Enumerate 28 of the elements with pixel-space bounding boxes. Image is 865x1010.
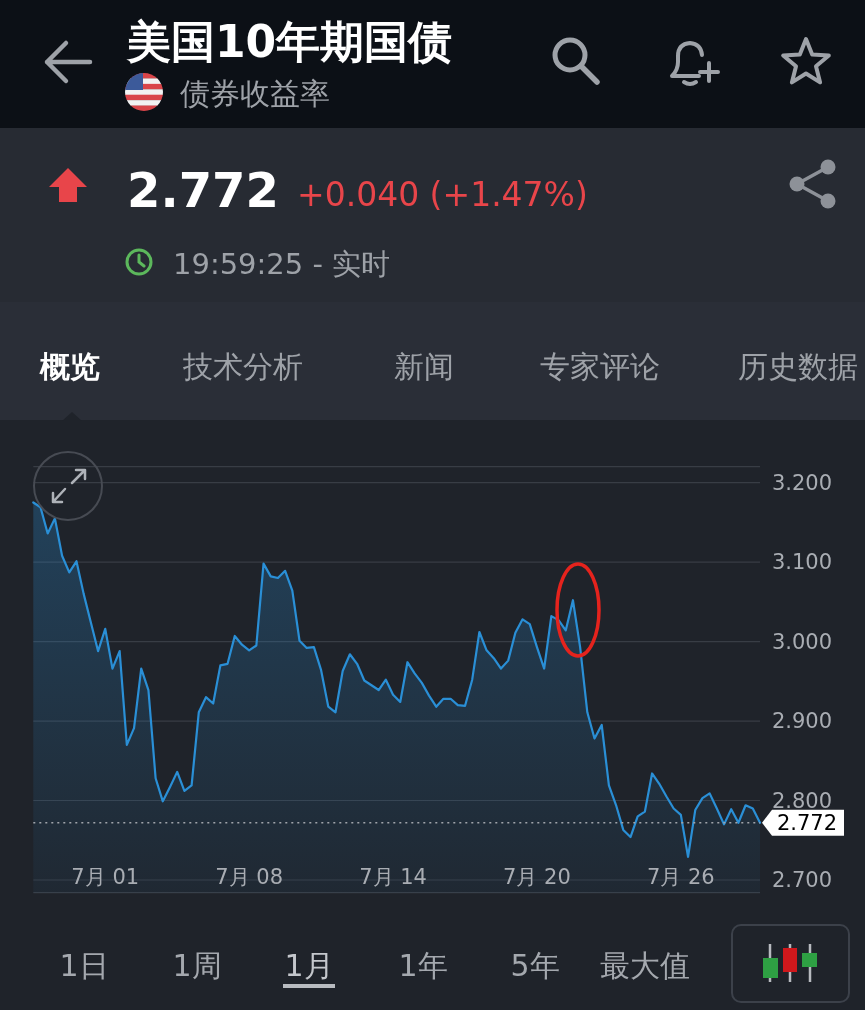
text: 专家评论	[540, 349, 660, 384]
y-tick-label: 2.900	[771, 709, 833, 734]
y-tick-label: 3.000	[771, 629, 833, 654]
y-tick-label: 3.200	[771, 470, 833, 495]
y-tick-label: 3.100	[771, 550, 833, 575]
text: 历史数据	[738, 349, 858, 384]
text: 1年	[398, 948, 448, 983]
text: 2.772	[127, 162, 279, 218]
text: 新闻	[394, 349, 454, 384]
chart-title: 美国10年期国债	[126, 16, 453, 67]
x-tick-label: 7月 01	[71, 865, 140, 890]
x-tick-label: 7月 14	[359, 865, 427, 890]
text: 5年	[510, 948, 560, 983]
text: +0.040 (+1.47%)	[297, 175, 588, 214]
text: 概览	[39, 349, 100, 384]
text: 19:59:25 - 实时	[173, 247, 391, 281]
x-tick-label: 7月 26	[646, 865, 715, 890]
text: 1日	[59, 948, 109, 983]
text: 1月	[284, 948, 334, 983]
y-tick-label: 2.800	[771, 788, 833, 813]
y-tick-label: 2.700	[771, 868, 833, 893]
text: 最大值	[600, 948, 690, 983]
x-tick-label: 7月 08	[215, 865, 284, 890]
ref-line-label: 2.772	[776, 811, 838, 836]
chart-subtitle: 债券收益率	[180, 76, 330, 111]
text: 技术分析	[182, 349, 303, 384]
x-tick-label: 7月 20	[503, 865, 571, 890]
text: 1周	[172, 948, 222, 983]
